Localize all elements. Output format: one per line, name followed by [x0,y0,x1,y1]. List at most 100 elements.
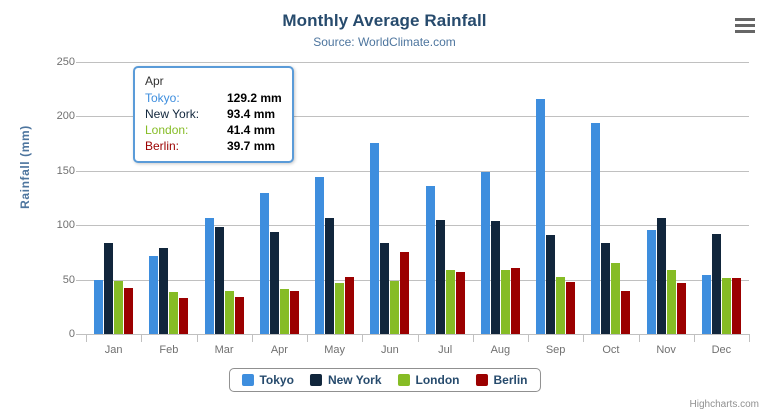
bar[interactable] [259,193,269,334]
bar[interactable] [169,291,179,334]
x-tick-mark [693,334,695,342]
x-tick-mark [417,334,419,342]
tooltip-header: Apr [145,74,164,88]
x-tick-label: Apr [270,344,288,356]
chart-tooltip: Apr Tokyo: 129.2 mm New York: 93.4 mm London… [133,66,294,163]
category-group[interactable] [362,62,417,334]
bar[interactable] [124,287,134,334]
y-tick-mark [76,116,86,118]
bar[interactable] [149,256,159,334]
tooltip-row: Tokyo: 129.2 mm [145,90,282,106]
bar[interactable] [279,288,289,334]
bar[interactable] [370,142,380,334]
category-group[interactable] [583,62,638,334]
bar[interactable] [390,281,400,334]
bar[interactable] [591,122,601,334]
gridline [86,225,749,227]
bar[interactable] [510,268,520,334]
x-tick-label: Jun [381,344,399,356]
bar[interactable] [380,243,390,334]
x-tick-label: Nov [656,344,676,356]
bar[interactable] [566,282,576,334]
bar[interactable] [234,296,244,334]
gridline [86,116,749,118]
bar[interactable] [204,218,214,334]
bar[interactable] [676,283,686,334]
bar[interactable] [646,230,656,334]
category-group[interactable] [197,62,252,334]
bar[interactable] [536,98,546,334]
category-group[interactable] [418,62,473,334]
category-group[interactable] [86,62,141,334]
legend-swatch-icon [309,374,322,386]
bar[interactable] [114,280,124,334]
bar[interactable] [159,248,169,334]
category-group[interactable] [528,62,583,334]
bar[interactable] [611,263,621,334]
gridline [86,62,749,63]
legend-item-berlin[interactable]: Berlin [475,373,528,387]
bar[interactable] [711,233,721,334]
x-tick-mark [196,334,198,342]
legend-item-tokyo[interactable]: Tokyo [241,373,294,387]
bar[interactable] [345,276,355,334]
x-tick-label: Feb [159,344,179,356]
bar[interactable] [721,277,731,334]
y-tick-label: 150 [56,164,75,177]
bar[interactable] [289,290,299,334]
x-tick-mark [638,334,640,342]
bar[interactable] [104,243,114,334]
bar[interactable] [269,232,279,334]
chart-title: Monthly Average Rainfall [282,11,487,30]
bar[interactable] [656,218,666,334]
bar[interactable] [480,172,490,334]
x-tick-mark [528,334,529,342]
legend-item-new-york[interactable]: New York [309,373,382,387]
x-tick-label: Aug [490,344,511,356]
bar[interactable] [621,291,631,334]
bar[interactable] [400,251,410,334]
hamburger-menu-icon[interactable] [733,14,757,36]
bar[interactable] [445,269,455,334]
legend-label: Berlin [493,373,528,387]
bar[interactable] [601,243,611,334]
legend-label: London [415,373,460,387]
category-group[interactable] [307,62,362,334]
bar[interactable] [315,177,325,334]
bar[interactable] [325,218,335,334]
category-group[interactable] [473,62,528,334]
tooltip-row: London: 41.4 mm [145,122,282,138]
tooltip-series-value: 129.2 mm [227,91,282,105]
legend-item-london[interactable]: London [397,373,460,387]
y-tick-mark [76,334,86,335]
bar[interactable] [455,271,465,334]
bar[interactable] [546,234,556,334]
tooltip-series-name: Berlin: [145,139,180,153]
category-group[interactable] [639,62,694,334]
x-tick-label: Jan [104,344,123,356]
y-axis-title: Rainfall (mm) [18,125,32,209]
bar[interactable] [500,269,510,334]
bar[interactable] [666,269,676,334]
bar[interactable] [179,298,189,334]
legend-swatch-icon [397,374,410,386]
x-tick-label: Dec [711,344,732,356]
bar[interactable] [335,282,345,334]
category-group[interactable] [694,62,749,334]
y-tick-label: 200 [56,110,75,123]
legend-label: New York [327,373,382,387]
bar[interactable] [214,226,224,334]
bar[interactable] [490,220,500,334]
bar[interactable] [556,277,566,334]
category-group[interactable] [141,62,196,334]
bar[interactable] [731,278,741,334]
bar[interactable] [94,279,104,334]
x-tick-mark [251,334,253,342]
bar[interactable] [224,291,234,334]
bar[interactable] [425,186,435,334]
bar[interactable] [701,274,711,334]
credits-link[interactable]: Highcharts.com [689,399,759,410]
bar[interactable] [435,219,445,334]
category-group[interactable] [252,62,307,334]
x-tick-label: Oct [602,344,620,356]
